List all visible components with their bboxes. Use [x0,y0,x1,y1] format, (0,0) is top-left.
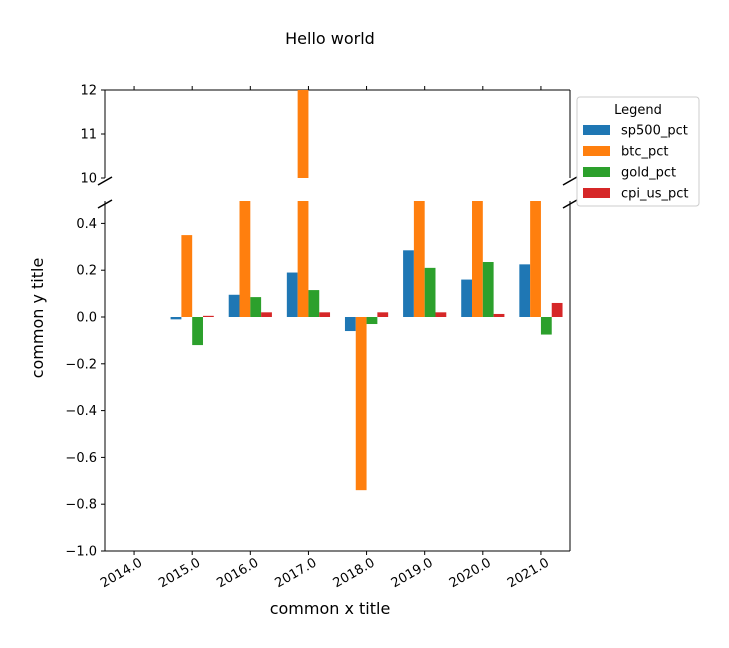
legend-label-btc_pct: btc_pct [621,145,669,160]
x-axis-title: common x title [270,599,391,618]
bar-sp500_pct [461,279,473,317]
bar-sp500_pct [286,272,298,317]
legend-label-gold_pct: gold_pct [621,166,676,181]
legend: Legend sp500_pct btc_pct gold_pct cpi_us_pc… [576,96,700,207]
x-tick-label: 2020.0 [447,555,494,591]
upper-axes-panel: 10 11 12 [80,84,571,187]
bar-gold_pct [540,317,552,335]
axis-break-marks [97,176,578,209]
bar-sp500_pct [228,294,240,317]
y-tick-label: −0.2 [65,357,97,372]
legend-swatch-gold_pct [583,167,610,177]
bar-gold_pct [308,290,320,317]
x-tick-label: 2017.0 [273,555,320,591]
legend-label-sp500_pct: sp500_pct [621,124,688,139]
bar-cpi_us_pct [551,302,563,317]
bar-btc_pct [472,201,483,317]
y-tick-label: 0.4 [76,217,97,232]
bar-btc_pct [530,201,541,317]
bar-cpi_us_pct [493,313,505,317]
bar-gold_pct [366,317,378,325]
axis-break-mark [97,176,113,186]
y-tick-label: −0.4 [65,404,97,419]
axis-break-mark [562,199,578,209]
bar-gold_pct [192,317,203,346]
bar-btc_pct [355,317,367,491]
chart-title: Hello world [285,29,375,48]
bar-sp500_pct [403,250,414,317]
x-tick-label: 2019.0 [389,555,436,591]
bar-btc_pct [181,235,193,317]
bar-btc_pct-upper [297,90,309,178]
y-tick-label: 11 [80,128,97,143]
y-tick-label: −1.0 [65,545,97,560]
bar-gold_pct [482,262,494,317]
axis-break-mark [562,176,578,186]
bar-btc_pct [413,201,425,317]
y-axis-title: common y title [28,258,47,379]
bar-btc_pct [297,201,309,317]
bar-btc_pct [239,201,251,317]
lower-axes-panel: −1.0 −0.8 −0.6 −0.4 −0.2 0.0 0.2 0.4 [65,201,571,560]
legend-swatch-cpi_us_pct [583,188,610,198]
x-tick-label: 2014.0 [98,555,145,591]
axis-break-mark [97,199,113,209]
y-tick-label: 0.0 [76,311,97,326]
y-tick-label: 10 [80,172,97,187]
bar-cpi_us_pct [435,312,447,317]
legend-frame [576,96,700,207]
y-tick-label: −0.8 [65,498,97,513]
bar-sp500_pct [344,317,356,332]
y-tick-label: 0.2 [76,264,97,279]
bar-cpi_us_pct [261,312,272,317]
legend-swatch-sp500_pct [583,125,610,135]
x-tick-label: 2021.0 [505,555,552,591]
x-tick-label: 2016.0 [214,555,261,591]
bars-group [170,90,563,491]
x-tick-label: 2018.0 [331,555,378,591]
x-axis-ticks: 2014.0 2015.0 2016.0 2017.0 2018.0 2019.0 2020… [98,86,552,591]
bar-cpi_us_pct [377,312,389,317]
bar-gold_pct [250,297,262,317]
legend-label-cpi_us_pct: cpi_us_pct [621,187,689,202]
legend-title: Legend [614,103,662,118]
y-tick-label: −0.6 [65,451,97,466]
bar-sp500_pct [519,264,531,317]
bar-cpi_us_pct [202,315,214,317]
y-tick-label: 12 [80,84,97,99]
bar-gold_pct [424,267,436,317]
x-tick-label: 2015.0 [156,555,203,591]
legend-swatch-btc_pct [583,146,610,156]
bar-cpi_us_pct [319,312,331,317]
bar-sp500_pct [170,317,182,320]
